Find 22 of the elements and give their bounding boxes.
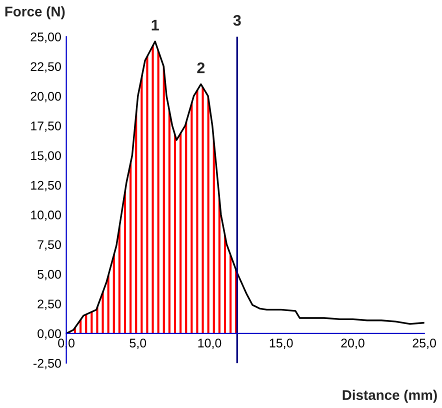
y-tick-label: 5,00 <box>38 270 61 280</box>
y-tick-label: 12,50 <box>31 180 61 192</box>
y-tick-label: 15,00 <box>31 151 61 162</box>
y-tick-label: 0,00 <box>38 329 61 340</box>
x-tick-label: 5,0 <box>130 338 146 349</box>
x-tick-label: 10,0 <box>198 338 222 349</box>
y-axis-title: Force (N) <box>5 6 65 20</box>
annotation: 2 <box>197 62 205 74</box>
y-tick-label: 2,50 <box>38 300 61 310</box>
x-tick-label: 20,0 <box>341 338 364 349</box>
y-tick-label: 17,50 <box>31 122 61 132</box>
y-tick-label: 20,00 <box>30 92 61 102</box>
x-tick-label: 15,0 <box>270 338 293 349</box>
annotation: 1 <box>152 20 159 30</box>
y-tick-label: 10,00 <box>31 210 61 221</box>
x-axis-title: Distance (mm) <box>342 390 437 403</box>
annotation: 3 <box>233 14 241 26</box>
y-tick-label: 7,50 <box>38 240 61 251</box>
y-tick-label: -2,50 <box>34 358 61 370</box>
y-tick-label: 25,00 <box>30 32 61 43</box>
y-tick-label: 22,50 <box>30 62 61 73</box>
x-tick-label: 25,0 <box>412 338 436 349</box>
